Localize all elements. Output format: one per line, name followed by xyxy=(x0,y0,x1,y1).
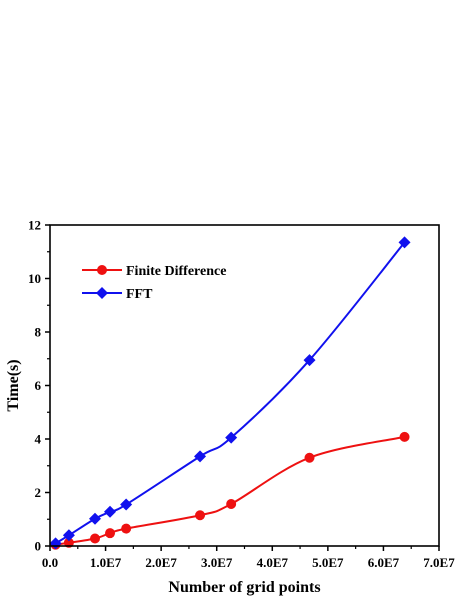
data-point-fft xyxy=(194,450,207,463)
data-point-finite-difference xyxy=(304,452,315,463)
data-point-finite-difference xyxy=(399,431,410,442)
series-line-fft xyxy=(55,241,406,545)
series-line-finite-difference xyxy=(55,435,405,546)
x-tick-label: 0.0 xyxy=(42,555,58,570)
legend-label-fft: FFT xyxy=(126,287,153,302)
plot-frame xyxy=(49,224,440,547)
data-point-fft xyxy=(225,431,238,444)
data-point-finite-difference xyxy=(105,528,116,539)
legend-marker-finite-difference xyxy=(97,265,107,275)
data-point-finite-difference xyxy=(226,499,237,510)
y-axis-title: Time(s) xyxy=(5,359,22,411)
x-tick-label: 7.0E7 xyxy=(423,555,455,570)
legend: Finite Difference FFT xyxy=(82,264,226,302)
y-tick-label: 12 xyxy=(28,218,41,233)
data-point-fft xyxy=(398,236,411,249)
y-tick-label: 2 xyxy=(35,485,42,500)
y-tick-label: 8 xyxy=(35,325,42,340)
x-tick-label: 6.0E7 xyxy=(368,555,400,570)
data-point-fft xyxy=(49,537,62,550)
series-layer xyxy=(49,236,411,550)
data-point-fft xyxy=(120,498,133,511)
x-tick-label: 5.0E7 xyxy=(312,555,344,570)
data-point-finite-difference xyxy=(90,533,101,544)
legend-marker-fft xyxy=(96,287,108,299)
data-point-finite-difference xyxy=(195,510,206,521)
y-tick-label: 4 xyxy=(35,432,42,447)
x-tick-label: 2.0E7 xyxy=(145,555,177,570)
x-tick-label: 1.0E7 xyxy=(90,555,122,570)
x-tick-label: 3.0E7 xyxy=(201,555,233,570)
x-tick-label: 4.0E7 xyxy=(257,555,289,570)
x-axis-title: Number of grid points xyxy=(168,579,320,596)
legend-label-finite-difference: Finite Difference xyxy=(126,264,226,279)
y-axis-ticks: 0 2 4 6 8 10 12 xyxy=(28,218,50,554)
y-tick-label: 6 xyxy=(35,378,42,393)
data-point-fft xyxy=(62,529,75,542)
data-point-finite-difference xyxy=(121,523,132,534)
x-axis-ticks: 0.0 1.0E7 2.0E7 3.0E7 4.0E7 5.0E7 6.0E7 7.0E7 xyxy=(42,546,455,570)
data-point-fft xyxy=(104,505,117,518)
data-point-fft xyxy=(89,512,102,525)
y-tick-label: 10 xyxy=(28,271,41,286)
data-point-fft xyxy=(303,354,316,367)
y-tick-label: 0 xyxy=(35,539,42,554)
